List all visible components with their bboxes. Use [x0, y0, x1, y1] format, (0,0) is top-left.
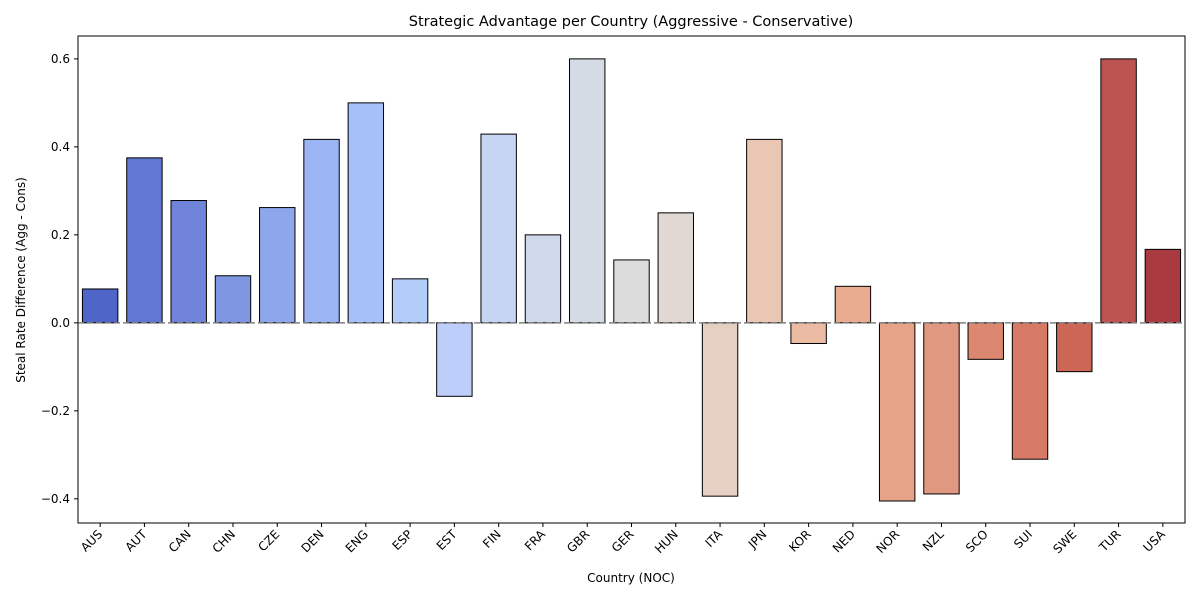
x-tick-label-swe: SWE — [1050, 527, 1079, 556]
bar-swe — [1056, 322, 1093, 373]
y-tick-label: −0.4 — [41, 492, 70, 506]
bar-eng — [347, 102, 385, 324]
bar-chn — [214, 275, 252, 324]
bar-nor — [878, 322, 916, 502]
bar-sui — [1011, 322, 1049, 460]
y-axis-title: Steal Rate Difference (Agg - Cons) — [14, 177, 28, 383]
x-tick-label-chn: CHN — [210, 527, 239, 556]
y-tick-label: 0.2 — [51, 228, 70, 242]
bar-fin — [480, 133, 517, 324]
bar-ger — [613, 259, 650, 324]
y-tick-label: 0.0 — [51, 316, 70, 330]
bar-hun — [657, 212, 694, 324]
x-tick-label-cze: CZE — [255, 527, 282, 554]
x-axis: AUS AUT CAN CHN CZE DEN ENG ESP EST FIN FRA GBR GER H… — [78, 523, 1169, 556]
bar-aus — [81, 288, 119, 324]
x-tick-label-est: EST — [434, 527, 460, 553]
x-tick-label-esp: ESP — [389, 527, 415, 553]
x-tick-label-ned: NED — [830, 527, 858, 555]
y-axis: −0.4 −0.2 0.0 0.2 0.4 0.6 — [41, 52, 78, 506]
bar-est — [436, 322, 473, 397]
x-tick-label-hun: HUN — [652, 527, 681, 556]
bar-cze — [259, 207, 296, 324]
x-tick-label-ita: ITA — [702, 527, 725, 550]
bars-layer — [81, 58, 1182, 502]
x-tick-label-den: DEN — [299, 527, 327, 555]
bar-gbr — [569, 58, 606, 324]
bar-nzl — [923, 322, 960, 495]
bar-ned — [834, 285, 872, 324]
x-axis-title: Country (NOC) — [587, 571, 675, 585]
x-tick-label-sui: SUI — [1011, 527, 1035, 551]
y-tick-label: 0.4 — [51, 140, 70, 154]
bar-sco — [967, 322, 1004, 360]
x-tick-label-kor: KOR — [786, 527, 814, 555]
x-tick-label-nzl: NZL — [920, 527, 947, 554]
x-tick-label-gbr: GBR — [564, 527, 592, 555]
bar-kor — [790, 322, 827, 345]
bar-den — [303, 138, 340, 324]
x-tick-label-nor: NOR — [873, 527, 902, 556]
y-tick-label: −0.2 — [41, 404, 70, 418]
bar-usa — [1144, 248, 1182, 324]
x-tick-label-fra: FRA — [522, 527, 549, 554]
x-tick-label-tur: TUR — [1096, 527, 1124, 555]
chart-title: Strategic Advantage per Country (Aggress… — [409, 14, 854, 30]
bar-can — [170, 200, 207, 324]
x-tick-label-fin: FIN — [480, 527, 504, 551]
x-tick-label-usa: USA — [1141, 527, 1169, 555]
x-tick-label-can: CAN — [166, 527, 194, 555]
bar-esp — [391, 278, 429, 324]
y-tick-label: 0.6 — [51, 52, 70, 66]
bar-tur — [1100, 58, 1137, 324]
x-tick-label-eng: ENG — [343, 527, 371, 555]
x-tick-label-aus: AUS — [78, 527, 105, 554]
bar-ita — [701, 322, 739, 497]
x-tick-label-jpn: JPN — [745, 527, 770, 552]
x-tick-label-aut: AUT — [122, 527, 150, 555]
bar-jpn — [746, 138, 783, 324]
bar-fra — [524, 234, 562, 324]
bar-aut — [126, 157, 163, 324]
x-tick-label-ger: GER — [609, 527, 637, 555]
x-tick-label-sco: SCO — [963, 527, 991, 555]
